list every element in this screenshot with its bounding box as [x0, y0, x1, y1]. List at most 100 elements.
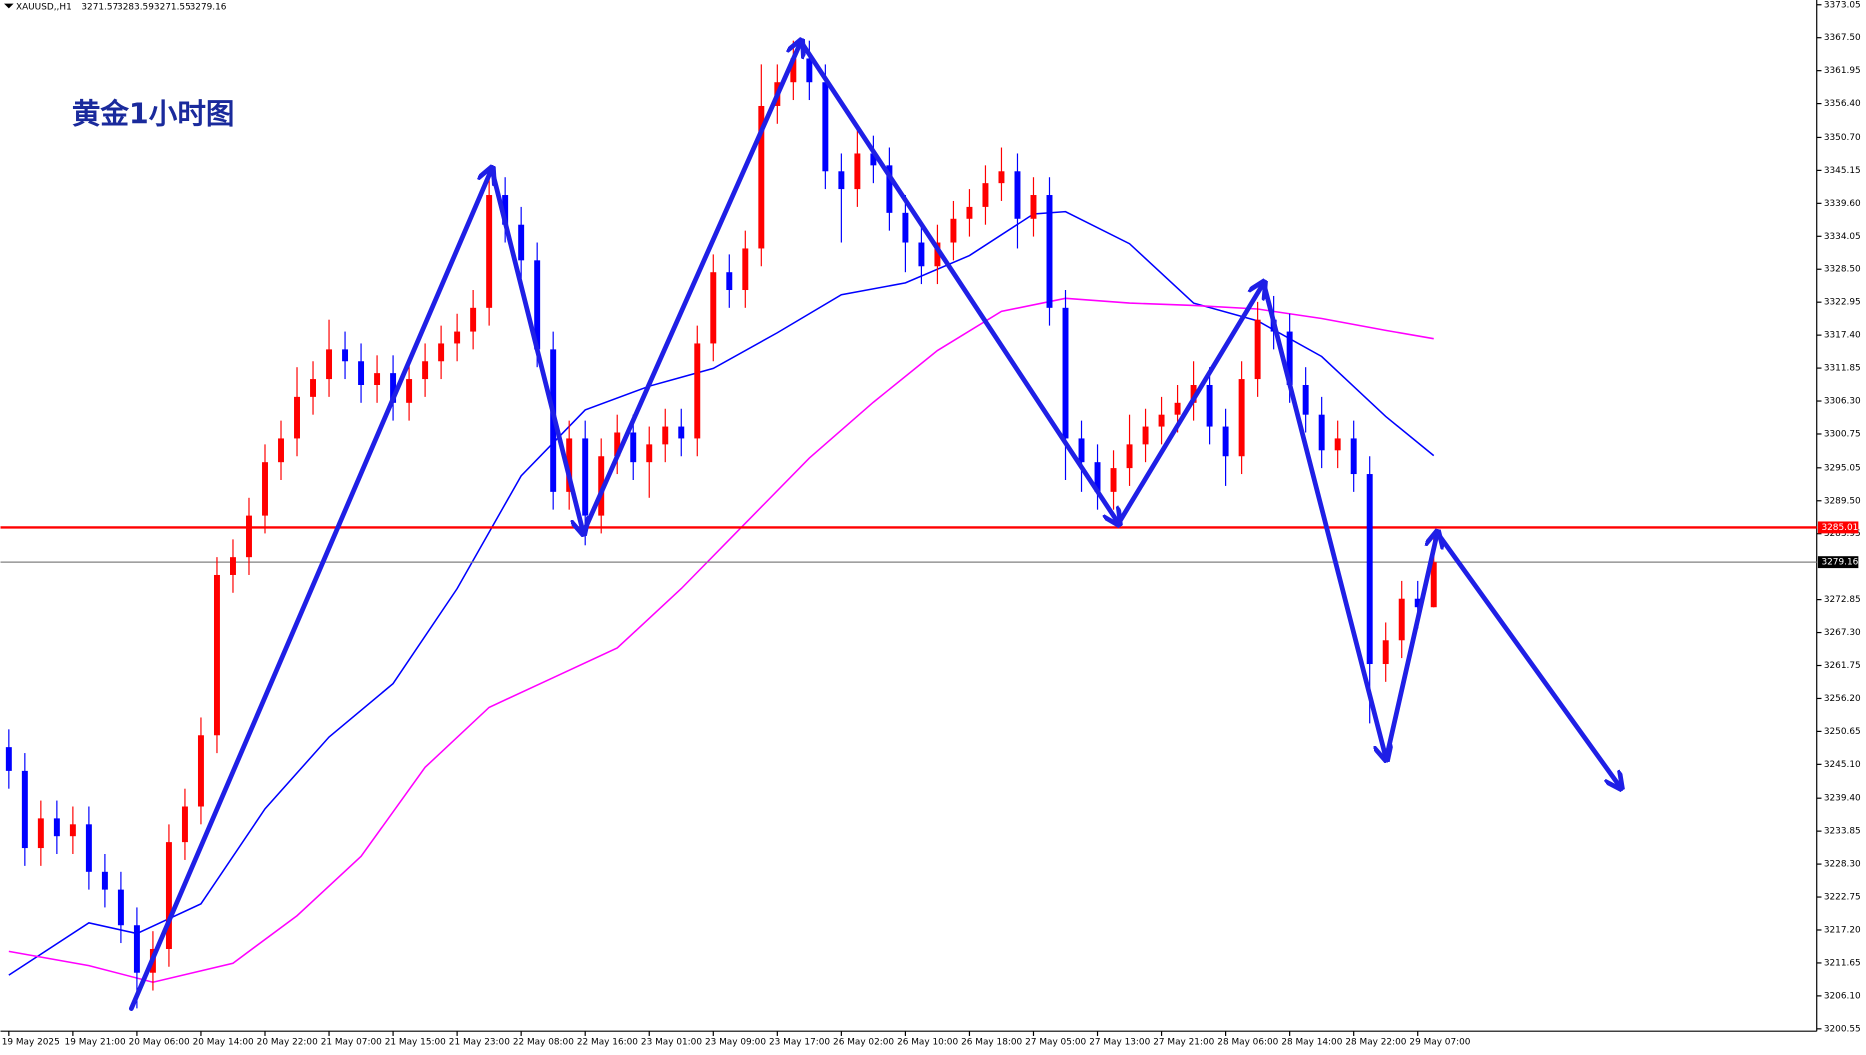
header-high: 3283.59	[117, 3, 154, 13]
candle-body	[678, 426, 685, 439]
y-tick-label: 3206.10	[1824, 991, 1861, 1001]
price-label: 3279.16	[1821, 558, 1858, 568]
candle-body	[133, 925, 140, 973]
candle-body	[886, 165, 893, 213]
header-close: 3279.16	[190, 3, 227, 13]
y-tick-label: 3211.65	[1824, 958, 1861, 968]
candle-body	[374, 373, 381, 386]
candle-body	[1382, 640, 1389, 665]
candle-body	[1414, 598, 1421, 608]
x-tick-label: 21 May 15:00	[385, 1037, 446, 1047]
candle-body	[37, 818, 44, 849]
candle-body	[390, 373, 397, 403]
arrow	[1261, 280, 1387, 759]
candle-body	[1030, 195, 1037, 219]
symbol-label: XAUUSD,,H1	[16, 3, 72, 13]
candle-body	[1094, 462, 1101, 492]
candle-body	[117, 889, 124, 926]
candle-body	[181, 806, 188, 843]
arrow	[580, 42, 801, 536]
candle-body	[1238, 379, 1245, 457]
y-tick-label: 3356.40	[1824, 99, 1861, 109]
x-tick-label: 20 May 22:00	[257, 1037, 318, 1047]
y-tick-label: 3239.40	[1824, 794, 1861, 804]
x-tick-label: 27 May 21:00	[1153, 1037, 1214, 1047]
candle-body	[1222, 426, 1229, 457]
candle-body	[230, 557, 236, 575]
x-tick-label: 27 May 05:00	[1025, 1037, 1086, 1047]
candle-body	[262, 462, 268, 516]
y-tick-label: 3339.60	[1824, 199, 1861, 209]
candle-body	[310, 379, 317, 397]
x-tick-label: 22 May 16:00	[577, 1037, 638, 1047]
candle-body	[85, 824, 92, 872]
candle-body	[934, 242, 941, 267]
candle-body	[1046, 195, 1053, 308]
y-tick-label: 3367.50	[1824, 33, 1861, 43]
y-tick-label: 3222.75	[1824, 893, 1861, 903]
y-tick-label: 3245.10	[1824, 760, 1861, 770]
candle-body	[998, 171, 1005, 184]
y-tick-label: 3217.20	[1824, 925, 1861, 935]
y-tick-label: 3300.75	[1824, 429, 1861, 439]
y-tick-label: 3317.40	[1824, 331, 1861, 341]
x-tick-label: 26 May 02:00	[833, 1037, 894, 1047]
x-tick-label: 23 May 17:00	[769, 1037, 830, 1047]
candle-body	[630, 432, 637, 463]
candle-body	[454, 331, 461, 344]
y-tick-label: 3289.50	[1824, 496, 1861, 506]
candle-body	[582, 438, 589, 516]
x-tick-label: 26 May 10:00	[897, 1037, 958, 1047]
candle-body	[1142, 426, 1149, 445]
candle-body	[1174, 402, 1181, 415]
y-tick-label: 3373.05	[1824, 0, 1861, 10]
candle-body	[1302, 385, 1309, 415]
candle-body	[838, 171, 845, 190]
candle-body	[1398, 598, 1405, 641]
candle-body	[966, 206, 973, 219]
y-tick-label: 3250.65	[1824, 727, 1861, 737]
candle-body	[1078, 438, 1085, 463]
candle-body	[1254, 319, 1261, 380]
candle-body	[710, 272, 717, 344]
candle-body	[742, 248, 749, 291]
y-tick-label: 3267.30	[1824, 628, 1861, 638]
candle-body	[870, 153, 877, 166]
candle-body	[1366, 474, 1373, 665]
moving-average-line	[8, 297, 1434, 984]
candle-body	[726, 272, 733, 291]
candle-body	[246, 515, 252, 558]
candle-body	[53, 818, 60, 837]
x-tick-label: 28 May 06:00	[1217, 1037, 1278, 1047]
x-tick-label: 27 May 13:00	[1089, 1037, 1150, 1047]
candle-body	[1190, 385, 1197, 403]
x-tick-label: 21 May 23:00	[449, 1037, 510, 1047]
candle-body	[101, 871, 108, 890]
candle-body	[326, 349, 333, 380]
symbol-dropdown-icon	[4, 3, 14, 9]
candle-body	[1334, 438, 1341, 451]
candle-body	[197, 735, 204, 807]
candle-body	[614, 432, 621, 457]
candle-body	[69, 824, 76, 837]
x-tick-label: 26 May 18:00	[961, 1037, 1022, 1047]
candle-body	[646, 444, 653, 463]
candle-body	[902, 212, 909, 243]
candle-body	[21, 770, 28, 849]
x-tick-label: 28 May 14:00	[1281, 1037, 1342, 1047]
x-tick-label: 23 May 09:00	[705, 1037, 766, 1047]
candle-body	[1430, 562, 1437, 608]
price-label: 3285.01	[1821, 523, 1858, 533]
candle-body	[422, 361, 429, 380]
chart-title: 黄金1小时图	[72, 97, 235, 130]
candle-body	[1318, 414, 1325, 451]
x-tick-label: 23 May 01:00	[641, 1037, 702, 1047]
x-tick-label: 21 May 07:00	[321, 1037, 382, 1047]
candle-body	[438, 343, 445, 362]
y-tick-label: 3350.70	[1824, 133, 1861, 143]
y-tick-label: 3233.85	[1824, 827, 1861, 837]
arrow	[1383, 533, 1437, 762]
candle-body	[694, 343, 701, 439]
candle-body	[662, 426, 669, 445]
